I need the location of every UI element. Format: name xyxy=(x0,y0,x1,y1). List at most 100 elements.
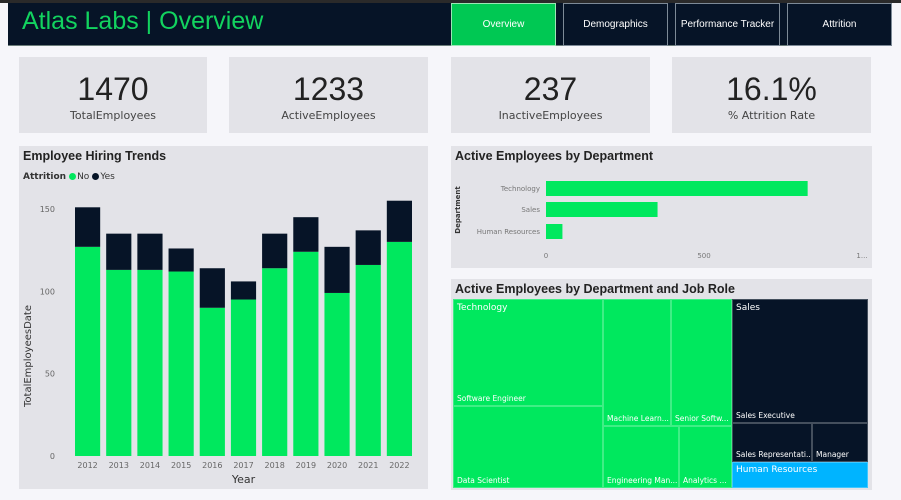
window-top-bar xyxy=(0,0,901,3)
hiring-trends-chart: 0 50 100 150 2012 2013 2014 2015 2016 2017 2018 201… xyxy=(23,200,412,486)
tab-attrition[interactable]: Attrition xyxy=(787,3,892,46)
bar-yes-2017 xyxy=(230,281,257,300)
bar-technology xyxy=(546,181,808,196)
bar-no-2015 xyxy=(168,271,194,456)
dept-bar-chart: Technology Sales Human Resources 0 500 1... De… xyxy=(454,181,868,260)
legend: Attrition No Yes xyxy=(23,172,115,182)
cell-label: Sales Executive xyxy=(736,411,795,420)
bar-yes-2014 xyxy=(137,233,163,270)
x-tick-label: 1... xyxy=(856,252,867,260)
bar-yes-2020 xyxy=(324,246,350,293)
cell-label: Sales Representati... xyxy=(736,450,811,459)
bar-yes-2019 xyxy=(293,217,319,252)
bar-no-2018 xyxy=(262,268,288,456)
y-axis-title: Department xyxy=(454,186,462,234)
y-tick-label: Sales xyxy=(521,206,540,214)
x-tick-label: 500 xyxy=(697,252,710,260)
chart-title: Active Employees by Department and Job R… xyxy=(455,282,735,296)
cell-label: Engineering Man... xyxy=(607,476,678,485)
treemap-cell-machine-learning[interactable]: Machine Learn... xyxy=(603,299,671,426)
bar-no-2020 xyxy=(324,292,350,456)
treemap: Technology Software Engineer Data Scienti… xyxy=(453,299,868,488)
bar-yes-2021 xyxy=(355,230,381,265)
x-tick-label: 2018 xyxy=(265,461,285,470)
kpi-value: 237 xyxy=(523,71,578,107)
bar-no-2012 xyxy=(75,246,101,456)
bar-yes-2012 xyxy=(75,207,101,247)
bar-yes-2018 xyxy=(262,233,288,269)
kpi-label: ActiveEmployees xyxy=(281,109,376,122)
group-label-human-resources: Human Resources xyxy=(736,465,818,475)
cell-label: Senior Softw... xyxy=(675,414,729,423)
x-axis-title: Year xyxy=(231,473,256,486)
y-tick-label: 100 xyxy=(40,287,55,296)
cell-label: Software Engineer xyxy=(457,394,526,403)
x-tick-label: 2019 xyxy=(296,461,316,470)
cell-label: Manager xyxy=(816,450,849,459)
cell-label: Analytics ... xyxy=(683,476,727,485)
treemap-cell-software-engineer[interactable]: Technology Software Engineer xyxy=(453,299,603,406)
legend-dot-no xyxy=(69,173,77,180)
treemap-cell-manager[interactable]: Manager xyxy=(812,423,868,462)
x-tick-label: 2014 xyxy=(140,461,160,470)
kpi-attrition-rate: 16.1% % Attrition Rate xyxy=(672,57,871,133)
legend-no: No xyxy=(77,172,90,182)
legend-dot-yes xyxy=(92,173,100,180)
hiring-trends-panel: Employee Hiring Trends Attrition No Yes 0 5… xyxy=(19,146,428,489)
treemap-cell-engineering-manager[interactable]: Engineering Man... xyxy=(603,426,679,488)
chart-title: Employee Hiring Trends xyxy=(23,149,167,163)
x-tick-label: 2022 xyxy=(389,461,409,470)
tab-demographics[interactable]: Demographics xyxy=(563,3,668,46)
bar-human-resources xyxy=(546,224,563,239)
legend-yes: Yes xyxy=(100,172,115,182)
y-axis-title: TotalEmployeesDate xyxy=(23,305,34,408)
bar-no-2021 xyxy=(355,264,381,456)
treemap-cell-data-scientist[interactable]: Data Scientist xyxy=(453,406,603,488)
y-tick-label: 50 xyxy=(45,370,55,379)
bar-no-2017 xyxy=(230,299,257,456)
kpi-active-employees: 1233 ActiveEmployees xyxy=(229,57,428,133)
group-label-technology: Technology xyxy=(457,303,508,313)
dept-panel: Active Employees by Department Technolog… xyxy=(451,146,872,268)
x-tick-label: 2012 xyxy=(77,461,97,470)
cell-label: Data Scientist xyxy=(457,476,510,485)
cell-label: Machine Learn... xyxy=(607,414,669,423)
bar-sales xyxy=(546,202,658,217)
group-label-sales: Sales xyxy=(736,303,760,313)
treemap-cell-sales-executive[interactable]: Sales Sales Executive xyxy=(732,299,868,423)
bar-no-2019 xyxy=(293,251,319,456)
x-tick-label: 2015 xyxy=(171,461,191,470)
kpi-label: % Attrition Rate xyxy=(727,109,816,122)
x-tick-label: 2013 xyxy=(109,461,129,470)
x-tick-label: 2020 xyxy=(327,461,347,470)
kpi-value: 16.1% xyxy=(726,71,817,107)
y-tick-label: 150 xyxy=(40,205,55,214)
kpi-value: 1233 xyxy=(292,71,365,107)
y-tick-label: 0 xyxy=(50,452,55,461)
bar-no-2014 xyxy=(137,269,163,456)
x-tick-label: 2017 xyxy=(233,461,253,470)
bar-yes-2022 xyxy=(386,200,412,242)
x-tick-label: 2021 xyxy=(358,461,378,470)
treemap-cell-senior-software[interactable]: Senior Softw... xyxy=(671,299,732,426)
chart-title: Active Employees by Department xyxy=(455,149,653,163)
y-tick-label: Human Resources xyxy=(477,228,541,236)
treemap-cell-sales-representative[interactable]: Sales Representati... xyxy=(732,423,812,462)
tab-performance-tracker[interactable]: Performance Tracker xyxy=(675,3,780,46)
treemap-cell-analytics[interactable]: Analytics ... xyxy=(679,426,732,488)
page-title: Atlas Labs | Overview xyxy=(22,7,264,35)
bar-no-2016 xyxy=(199,307,225,456)
treemap-cell-human-resources[interactable]: Human Resources xyxy=(732,462,868,488)
kpi-inactive-employees: 237 InactiveEmployees xyxy=(451,57,650,133)
legend-title: Attrition xyxy=(23,172,67,182)
kpi-total-employees: 1470 TotalEmployees xyxy=(19,57,207,133)
bar-no-2022 xyxy=(386,241,412,456)
kpi-label: InactiveEmployees xyxy=(498,109,603,122)
x-tick-label: 2016 xyxy=(202,461,222,470)
tab-overview[interactable]: Overview xyxy=(451,3,556,46)
kpi-value: 1470 xyxy=(77,71,149,107)
bar-yes-2013 xyxy=(106,233,132,270)
bar-yes-2016 xyxy=(199,268,225,308)
x-tick-label: 0 xyxy=(544,252,548,260)
bar-no-2013 xyxy=(106,269,132,456)
